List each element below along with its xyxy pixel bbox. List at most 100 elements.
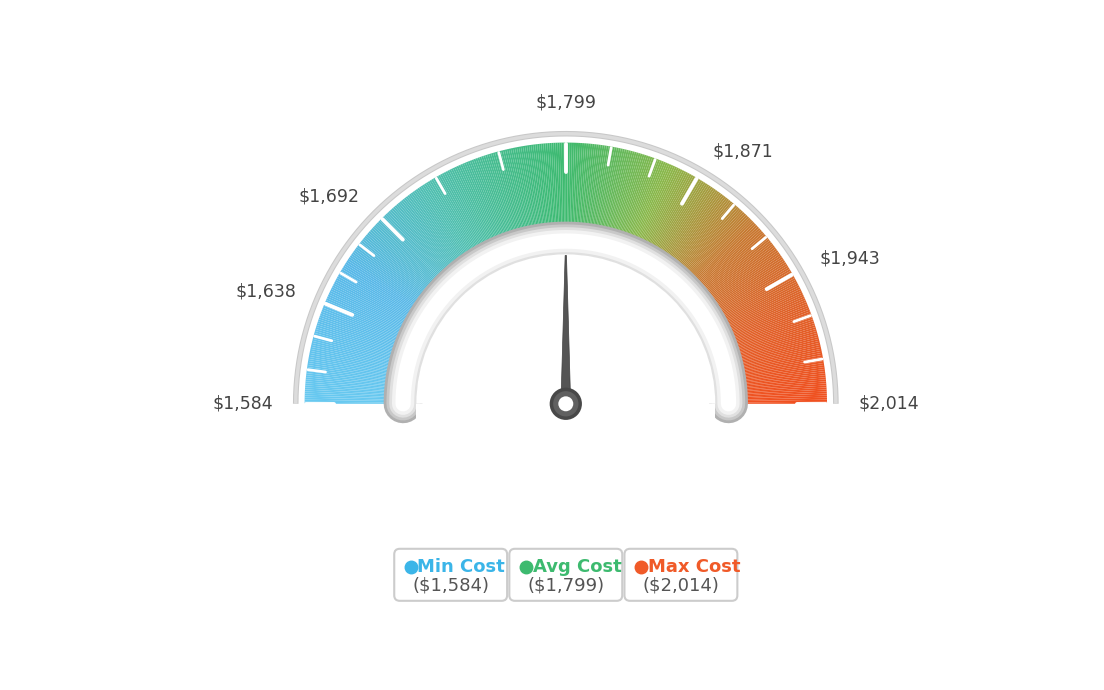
- Wedge shape: [308, 359, 404, 377]
- Text: $1,584: $1,584: [213, 395, 274, 413]
- Wedge shape: [626, 161, 664, 252]
- Wedge shape: [682, 221, 753, 290]
- Wedge shape: [667, 199, 729, 276]
- Wedge shape: [726, 349, 821, 371]
- Wedge shape: [438, 175, 487, 261]
- Wedge shape: [379, 221, 449, 290]
- Wedge shape: [718, 304, 808, 342]
- Wedge shape: [338, 275, 424, 324]
- Wedge shape: [729, 373, 826, 386]
- Wedge shape: [730, 400, 827, 402]
- Wedge shape: [726, 357, 824, 375]
- Wedge shape: [370, 230, 444, 295]
- Wedge shape: [524, 146, 541, 242]
- Wedge shape: [489, 153, 519, 247]
- Wedge shape: [629, 164, 669, 253]
- Wedge shape: [361, 241, 438, 302]
- Wedge shape: [305, 395, 402, 400]
- Text: $1,692: $1,692: [299, 188, 360, 206]
- Wedge shape: [423, 184, 477, 267]
- Wedge shape: [570, 143, 574, 240]
- Wedge shape: [514, 147, 535, 243]
- Wedge shape: [380, 219, 450, 289]
- Wedge shape: [636, 168, 679, 256]
- Wedge shape: [594, 146, 613, 243]
- Wedge shape: [710, 278, 796, 326]
- Wedge shape: [485, 155, 517, 248]
- Wedge shape: [390, 209, 456, 283]
- Wedge shape: [722, 327, 816, 357]
- Wedge shape: [609, 152, 637, 246]
- Wedge shape: [507, 149, 530, 244]
- Wedge shape: [555, 143, 561, 240]
- Wedge shape: [305, 389, 402, 396]
- Wedge shape: [681, 217, 751, 288]
- Wedge shape: [707, 269, 790, 320]
- Wedge shape: [316, 325, 410, 355]
- Wedge shape: [711, 282, 797, 328]
- Wedge shape: [453, 168, 496, 256]
- Wedge shape: [724, 339, 819, 364]
- Wedge shape: [330, 289, 418, 333]
- Wedge shape: [305, 391, 402, 397]
- Wedge shape: [411, 193, 469, 272]
- Wedge shape: [566, 143, 567, 240]
- Wedge shape: [458, 165, 500, 255]
- Wedge shape: [553, 143, 560, 240]
- Wedge shape: [602, 149, 625, 244]
- Wedge shape: [730, 397, 827, 401]
- Wedge shape: [725, 341, 820, 366]
- Wedge shape: [360, 242, 437, 304]
- Wedge shape: [353, 250, 433, 308]
- Wedge shape: [426, 182, 479, 266]
- Wedge shape: [396, 204, 460, 279]
- Wedge shape: [363, 237, 439, 300]
- Wedge shape: [509, 148, 531, 244]
- Wedge shape: [723, 331, 817, 359]
- Wedge shape: [728, 363, 824, 380]
- Wedge shape: [671, 204, 735, 279]
- Wedge shape: [698, 248, 777, 308]
- Circle shape: [559, 396, 573, 411]
- Wedge shape: [694, 242, 772, 304]
- Wedge shape: [551, 143, 559, 240]
- Wedge shape: [527, 145, 543, 242]
- Wedge shape: [608, 151, 635, 246]
- Wedge shape: [468, 161, 506, 252]
- Wedge shape: [707, 270, 792, 322]
- Wedge shape: [388, 212, 455, 284]
- Wedge shape: [543, 144, 553, 241]
- Wedge shape: [718, 308, 809, 345]
- Wedge shape: [433, 178, 484, 263]
- Wedge shape: [562, 143, 564, 240]
- Wedge shape: [729, 371, 825, 384]
- Wedge shape: [351, 254, 432, 310]
- Wedge shape: [689, 231, 763, 297]
- Wedge shape: [339, 273, 424, 323]
- Wedge shape: [580, 144, 591, 241]
- Wedge shape: [317, 321, 411, 353]
- Wedge shape: [502, 150, 528, 245]
- Wedge shape: [318, 319, 411, 352]
- Wedge shape: [305, 400, 402, 402]
- Wedge shape: [400, 201, 463, 277]
- Wedge shape: [572, 143, 578, 240]
- Wedge shape: [725, 347, 821, 369]
- Wedge shape: [634, 166, 676, 255]
- Wedge shape: [659, 189, 716, 270]
- Wedge shape: [323, 304, 414, 342]
- Wedge shape: [344, 264, 427, 317]
- Wedge shape: [729, 375, 826, 387]
- Wedge shape: [654, 184, 708, 266]
- Wedge shape: [343, 266, 427, 318]
- Wedge shape: [383, 216, 452, 287]
- Wedge shape: [564, 143, 566, 240]
- Wedge shape: [317, 323, 410, 355]
- Wedge shape: [415, 189, 473, 270]
- Wedge shape: [606, 151, 633, 246]
- Wedge shape: [655, 184, 709, 267]
- Wedge shape: [702, 259, 784, 314]
- Text: $2,014: $2,014: [858, 395, 919, 413]
- Wedge shape: [603, 149, 627, 244]
- Wedge shape: [355, 247, 435, 306]
